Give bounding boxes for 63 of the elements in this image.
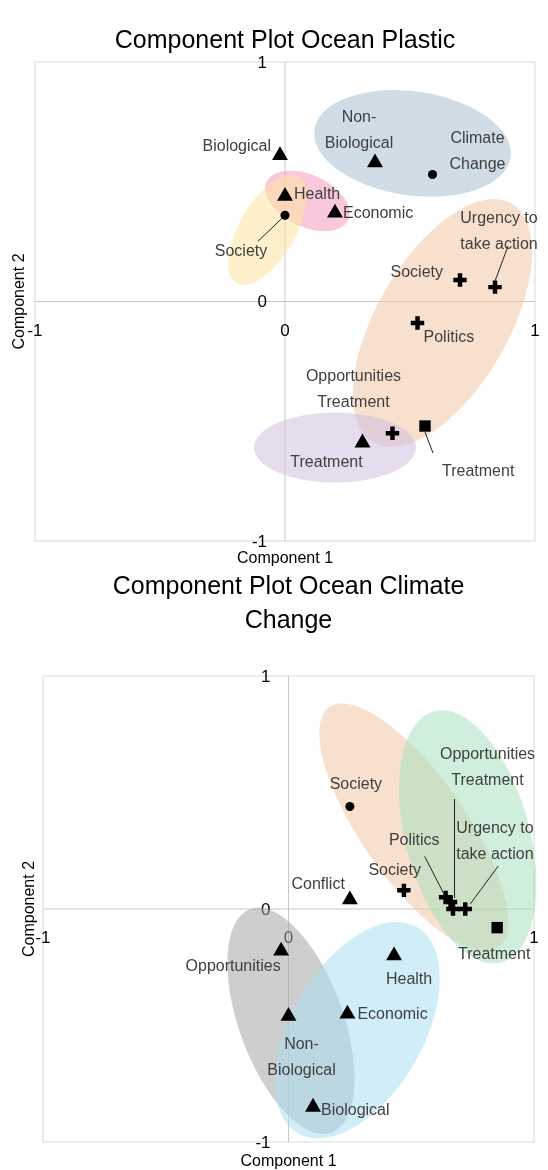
annotation: Opportunities Treatment — [439, 744, 536, 788]
annotation: Society — [368, 860, 421, 878]
annotation: Health — [294, 184, 341, 202]
annotation: Economic — [343, 204, 414, 222]
point — [410, 316, 425, 330]
annotation: Non-Biological — [324, 108, 394, 152]
point — [341, 890, 358, 905]
y-tick-label: 1 — [257, 52, 267, 72]
point — [305, 1097, 322, 1112]
chart-title: Component Plot Ocean Climate Change — [112, 571, 465, 633]
annotation: Biological — [202, 137, 271, 155]
point — [385, 426, 400, 440]
annotation: Climate Change — [449, 129, 506, 173]
point — [345, 801, 355, 811]
y-tick-label: 1 — [261, 666, 271, 686]
point — [367, 153, 383, 168]
annotation: Treatment — [290, 453, 364, 471]
x-tick-label: 1 — [530, 320, 540, 340]
annotation: Society — [329, 775, 383, 793]
x-axis-title: Component 1 — [236, 549, 334, 566]
annotation: Opportunities — [185, 956, 281, 974]
x-tick-label: 0 — [280, 320, 290, 340]
point — [397, 883, 411, 898]
annotation: Urgency to take action — [456, 818, 534, 862]
x-tick-label: -1 — [35, 928, 51, 947]
x-tick-label: -1 — [27, 320, 43, 340]
point — [277, 186, 293, 201]
point — [491, 921, 503, 934]
x-axis-title: Component 1 — [240, 1152, 337, 1169]
y-tick-label: 0 — [261, 899, 271, 919]
annotation: Politics — [423, 327, 475, 345]
y-tick-label: -1 — [251, 531, 267, 551]
point — [453, 273, 467, 287]
y-axis-title: Component 2 — [19, 860, 37, 958]
point — [419, 420, 431, 432]
annotation: Urgency to take action — [460, 208, 538, 252]
point — [273, 941, 290, 956]
point — [339, 1004, 356, 1019]
y-tick-label: -1 — [255, 1132, 271, 1152]
x-tick-label: 1 — [529, 928, 539, 947]
annotation: Economic — [357, 1005, 428, 1023]
y-tick-label: 0 — [257, 292, 267, 312]
annotation: Politics — [388, 830, 440, 848]
point — [280, 210, 290, 220]
annotation: Biological — [321, 1100, 390, 1118]
point — [272, 146, 288, 161]
point — [327, 203, 343, 218]
annotation: Non-Biological — [267, 1034, 336, 1078]
y-axis-title: Component 2 — [9, 253, 27, 350]
annotation: Opportunities Treatment — [305, 366, 402, 410]
point — [488, 280, 502, 294]
x-tick-label: 0 — [283, 928, 294, 947]
annotation: Health — [385, 970, 433, 988]
annotation: Treatment — [442, 461, 515, 479]
annotation: Conflict — [291, 875, 346, 893]
annotation: Treatment — [458, 945, 531, 963]
annotation: Society — [214, 241, 268, 259]
point — [386, 946, 403, 961]
point — [280, 1006, 297, 1021]
annotation: Society — [390, 262, 443, 280]
point — [446, 902, 460, 916]
chart-title: Component Plot Ocean Plastic — [114, 25, 456, 53]
point — [458, 902, 472, 916]
